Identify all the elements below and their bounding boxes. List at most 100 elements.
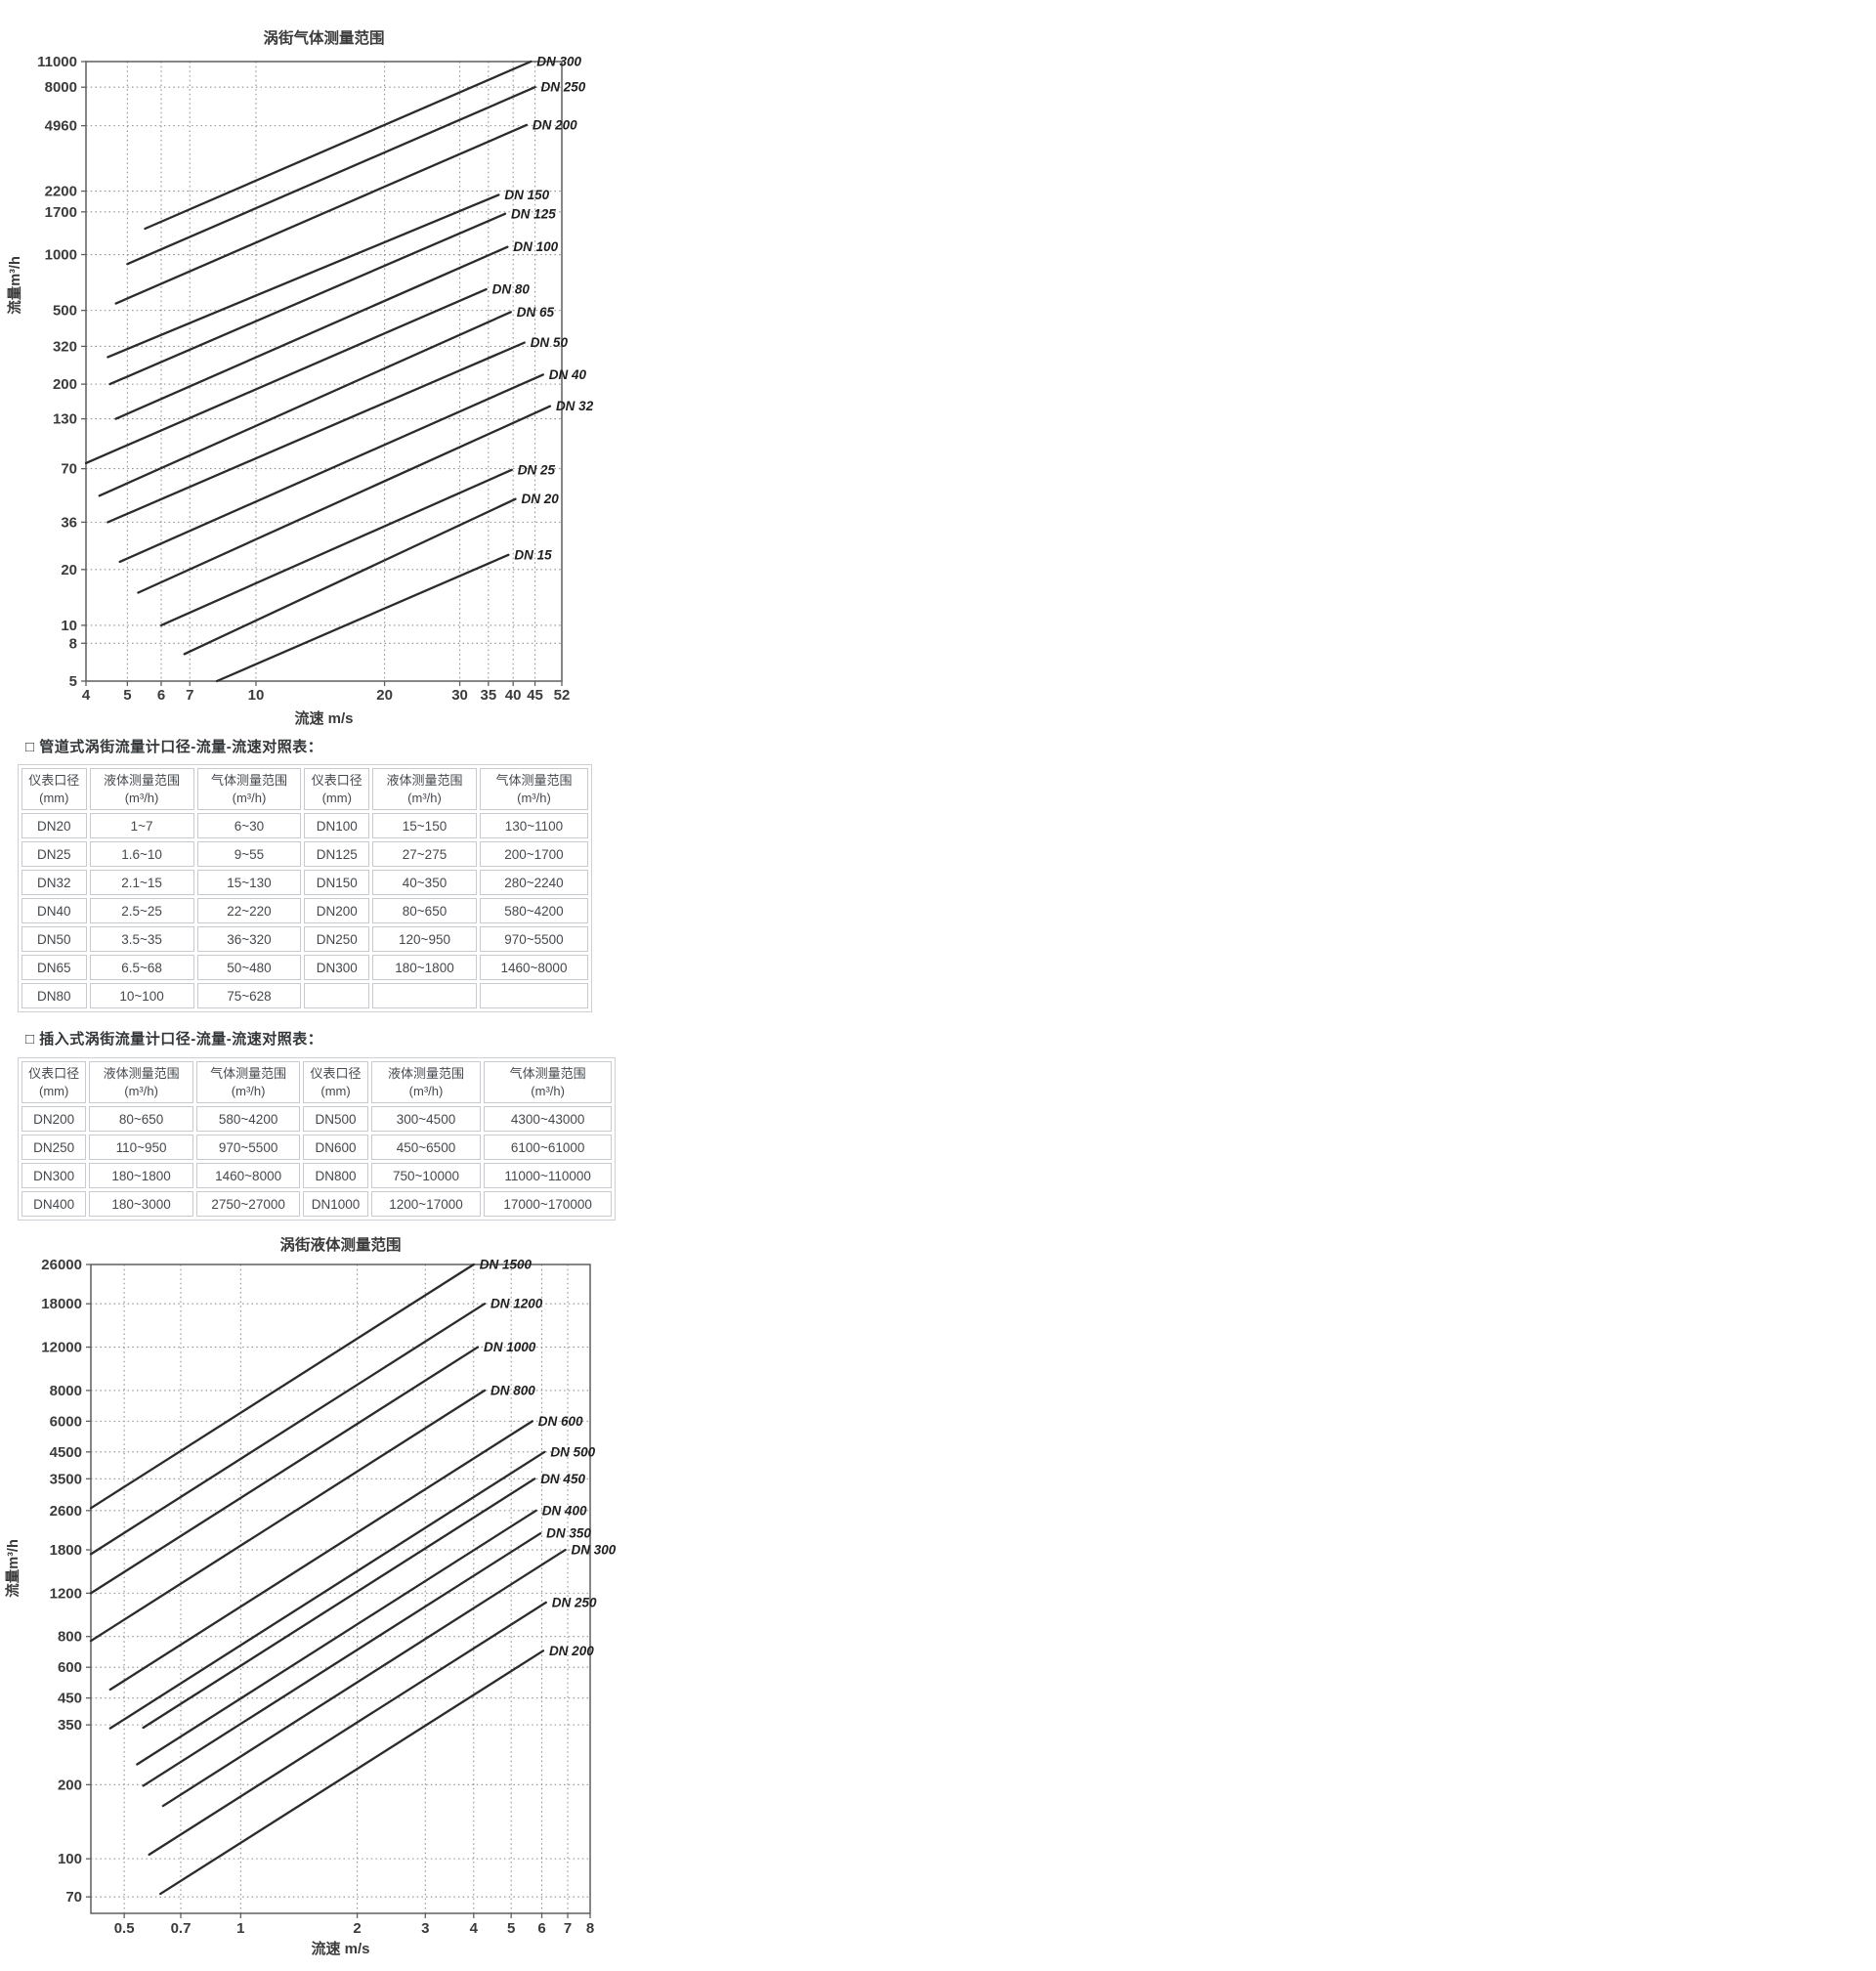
dn-line (159, 468, 513, 627)
svg-text:8000: 8000 (45, 79, 77, 96)
svg-text:11000: 11000 (37, 54, 77, 70)
svg-text:45: 45 (527, 687, 543, 704)
dn-line-label: DN 32 (556, 399, 594, 413)
table-cell: 36~320 (196, 926, 302, 953)
table-cell (479, 983, 588, 1009)
table-row: DN80 10~100 75~628 (21, 983, 588, 1009)
table-cell: 1200~17000 (370, 1191, 482, 1218)
svg-text:7: 7 (186, 687, 193, 704)
dn-line (89, 1303, 487, 1556)
dn-line-label: DN 300 (536, 55, 581, 69)
dn-line (98, 311, 512, 497)
svg-text:6: 6 (157, 687, 165, 704)
svg-text:0.7: 0.7 (171, 1920, 192, 1937)
table-cell: 1460~8000 (195, 1163, 301, 1189)
header-cell: 仪表口径 (mm) (304, 768, 370, 811)
header-cell: 气体测量范围 (m³/h) (484, 1061, 612, 1104)
plot-border (90, 1264, 591, 1914)
dn-line-label: DN 80 (492, 282, 531, 297)
table-row: DN65 6.5~68 50~480 DN300 180~1800 1460~8000 (21, 955, 588, 981)
dn-line (144, 60, 533, 231)
table-cell: 180~3000 (89, 1191, 193, 1218)
dn-series-lines (84, 60, 552, 683)
table-row: DN400 180~3000 2750~27000 DN1000 1200~17000 1… (21, 1191, 612, 1218)
table-cell: 180~1800 (89, 1163, 193, 1189)
chart-title: 涡街气体测量范围 (263, 28, 384, 47)
table-cell: 1460~8000 (479, 955, 588, 981)
axis-ticks (81, 61, 563, 686)
dn-series-labels: DN 1500 DN 1200 DN 1000 DN 800 DN 600 DN 500 D… (480, 1258, 617, 1658)
table-cell: DN65 (21, 955, 87, 981)
svg-text:320: 320 (53, 338, 77, 355)
svg-text:35: 35 (480, 687, 496, 704)
svg-text:70: 70 (65, 1889, 82, 1906)
svg-text:2: 2 (353, 1920, 361, 1937)
dn-line-label: DN 300 (572, 1543, 617, 1558)
table-cell: DN200 (21, 1106, 87, 1133)
header-cell: 仪表口径 (mm) (303, 1061, 368, 1104)
svg-text:3: 3 (421, 1920, 429, 1937)
dn-line-label: DN 125 (511, 206, 556, 221)
pipe-table-caption: □ 管道式涡街流量计口径-流量-流速对照表： (25, 739, 323, 755)
table-cell: 750~10000 (370, 1163, 482, 1189)
table-cell: DN32 (21, 870, 87, 896)
dn-line (114, 123, 529, 305)
svg-text:52: 52 (554, 687, 571, 704)
dn-line-label: DN 500 (550, 1444, 595, 1459)
dn-series-labels: DN 300 DN 250 DN 200 DN 150 DN 125 DN 100 DN 8… (492, 55, 594, 563)
dn-line (161, 1548, 567, 1808)
table-row: DN50 3.5~35 36~320 DN250 120~950 970~5500 (21, 926, 588, 953)
header-cell: 气体测量范围 (m³/h) (195, 1061, 301, 1104)
table-cell: DN200 (304, 898, 370, 924)
table-cell: 180~1800 (372, 955, 477, 981)
svg-text:8: 8 (586, 1920, 594, 1937)
svg-text:26000: 26000 (41, 1257, 82, 1273)
dn-line (108, 1420, 533, 1692)
svg-text:2200: 2200 (45, 184, 77, 200)
table-cell: DN500 (303, 1106, 368, 1133)
dn-line (108, 212, 507, 386)
table-cell: DN250 (304, 926, 370, 953)
table-row: DN20 1~7 6~30 DN100 15~150 130~1100 (21, 813, 588, 839)
svg-text:2600: 2600 (50, 1503, 82, 1520)
dn-line (142, 1478, 536, 1730)
dn-line (158, 1650, 545, 1896)
header-row: 仪表口径 (mm) 液体测量范围 (m³/h) 气体测量范围 (m³/h) 仪表口径 (mm)… (21, 1061, 612, 1104)
dn-line-label: DN 50 (531, 335, 569, 350)
table-cell: 80~650 (372, 898, 477, 924)
table-cell: DN250 (21, 1135, 87, 1161)
x-axis-title: 流速 m/s (294, 709, 353, 727)
svg-text:12000: 12000 (41, 1340, 82, 1356)
dn-line-label: DN 40 (549, 367, 587, 382)
chart-title: 涡街液体测量范围 (279, 1235, 401, 1254)
svg-text:7: 7 (564, 1920, 572, 1937)
table-cell: DN125 (304, 841, 370, 868)
svg-text:0.5: 0.5 (114, 1920, 135, 1937)
table-cell: DN300 (21, 1163, 87, 1189)
table-cell: 80~650 (89, 1106, 193, 1133)
dn-line-label: DN 600 (538, 1414, 583, 1429)
table-row: DN300 180~1800 1460~8000 DN800 750~10000 1100… (21, 1163, 612, 1189)
grid (86, 62, 562, 681)
header-cell: 气体测量范围 (m³/h) (479, 768, 588, 811)
dn-line-label: DN 250 (552, 1595, 597, 1609)
table-cell: 3.5~35 (89, 926, 194, 953)
svg-text:10: 10 (248, 687, 265, 704)
svg-text:36: 36 (61, 514, 77, 531)
svg-text:18000: 18000 (41, 1296, 82, 1312)
table-cell: 1.6~10 (89, 841, 194, 868)
svg-text:200: 200 (53, 376, 77, 393)
table-cell: 6100~61000 (484, 1135, 612, 1161)
table-cell: DN800 (303, 1163, 368, 1189)
table-cell: 200~1700 (479, 841, 588, 868)
table-cell: 6.5~68 (89, 955, 194, 981)
svg-text:130: 130 (53, 411, 77, 428)
header-row: 仪表口径 (mm) 液体测量范围 (m³/h) 气体测量范围 (m³/h) 仪表口径 (mm)… (21, 768, 588, 811)
dn-line-label: DN 200 (533, 117, 577, 132)
tick-labels: 4 5 6 7 10 20 30 35 40 45 525810203670130200320500… (37, 54, 570, 704)
header-cell: 液体测量范围 (m³/h) (89, 768, 194, 811)
svg-text:4960: 4960 (45, 118, 77, 135)
x-axis-title: 流速 m/s (311, 1940, 369, 1957)
table-cell: DN1000 (303, 1191, 368, 1218)
